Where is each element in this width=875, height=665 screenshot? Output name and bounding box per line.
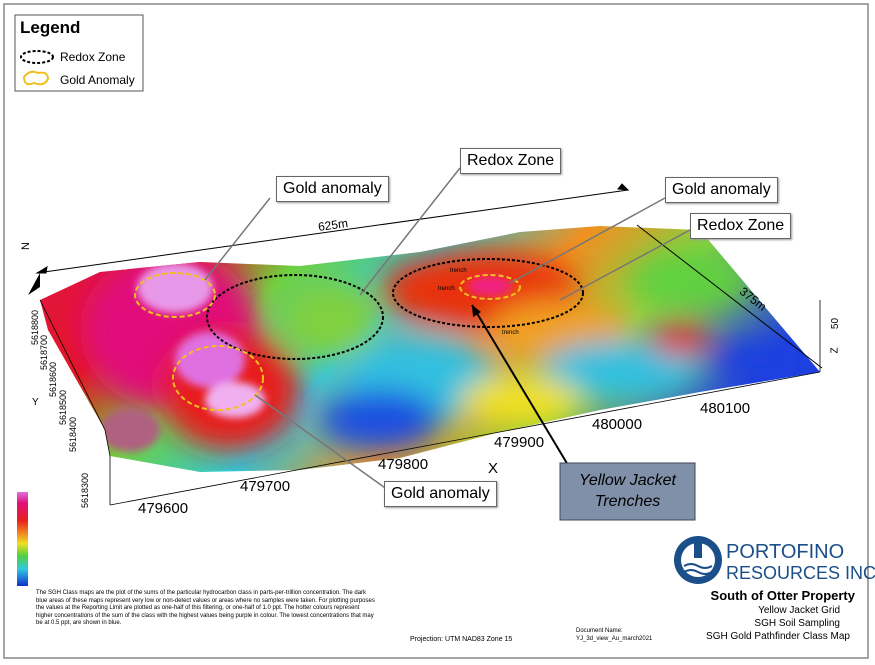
- trenches-label: Yellow Jacket Trenches: [579, 472, 676, 510]
- logo-waves: [683, 563, 713, 575]
- legend-gold-symbol: [22, 70, 50, 86]
- legend-box: [14, 14, 144, 92]
- y-axis-label: Y: [32, 397, 39, 408]
- trench-label: trench: [438, 286, 455, 292]
- gold-outlines: [134, 272, 521, 411]
- north-label: N: [19, 242, 32, 250]
- callout-lines: [204, 167, 691, 491]
- north-arrow: [28, 273, 40, 295]
- callout: Gold anomaly: [384, 481, 497, 507]
- document-label: Document Name:: [576, 628, 623, 634]
- dimension-lines: [35, 183, 823, 369]
- x-tick-label: 479700: [240, 478, 291, 495]
- map-title: South of Otter Property: [710, 588, 855, 603]
- y-tick-label: 5618400: [68, 416, 78, 452]
- map-subtitle: SGH Soil Sampling: [754, 618, 840, 629]
- x-tick-label: 480000: [592, 416, 643, 433]
- x-tick-label: 479900: [494, 434, 545, 451]
- legend-redox-symbol: [20, 50, 54, 64]
- x-axis-label: X: [488, 460, 499, 477]
- company-name: PORTOFINO: [726, 541, 845, 563]
- color-scale: [17, 492, 28, 586]
- map-subtitle: SGH Gold Pathfinder Class Map: [706, 631, 850, 642]
- map-subtitle: Yellow Jacket Grid: [758, 605, 840, 616]
- legend-item: Redox Zone: [60, 50, 126, 64]
- y-tick-label: 5618500: [58, 389, 68, 425]
- y-tick-label: 5618300: [80, 472, 90, 508]
- legend-title: Legend: [20, 18, 81, 37]
- callout: Gold anomaly: [276, 176, 389, 202]
- x-tick-label: 480100: [700, 400, 751, 417]
- company-name: RESOURCES INC.: [726, 563, 875, 583]
- x-tick-label: 479800: [378, 456, 429, 473]
- z-axis-label: Z: [829, 347, 841, 354]
- document-name: YJ_3d_view_Au_march2021: [576, 636, 653, 642]
- callout: Redox Zone: [460, 148, 562, 174]
- axis-box: [39, 299, 821, 506]
- trench-arrow: [471, 304, 569, 466]
- y-tick-label: 5618600: [48, 361, 58, 397]
- logo-tower: [694, 543, 702, 558]
- trenches-box: [559, 462, 696, 521]
- projection: Projection: UTM NAD83 Zone 15: [410, 636, 513, 643]
- x-tick-label: 479600: [138, 500, 189, 517]
- legend-item: Gold Anomaly: [60, 73, 135, 87]
- callout: Gold anomaly: [665, 177, 778, 203]
- trench-label: trench: [450, 268, 467, 274]
- note: The SGH Class maps are the plot of the s…: [36, 590, 375, 626]
- trench-arrow-head: [472, 305, 481, 317]
- redox-outlines: [206, 258, 584, 360]
- callout: Redox Zone: [690, 213, 792, 239]
- z-tick-label: 50: [830, 317, 842, 330]
- trench-label: trench: [502, 330, 519, 336]
